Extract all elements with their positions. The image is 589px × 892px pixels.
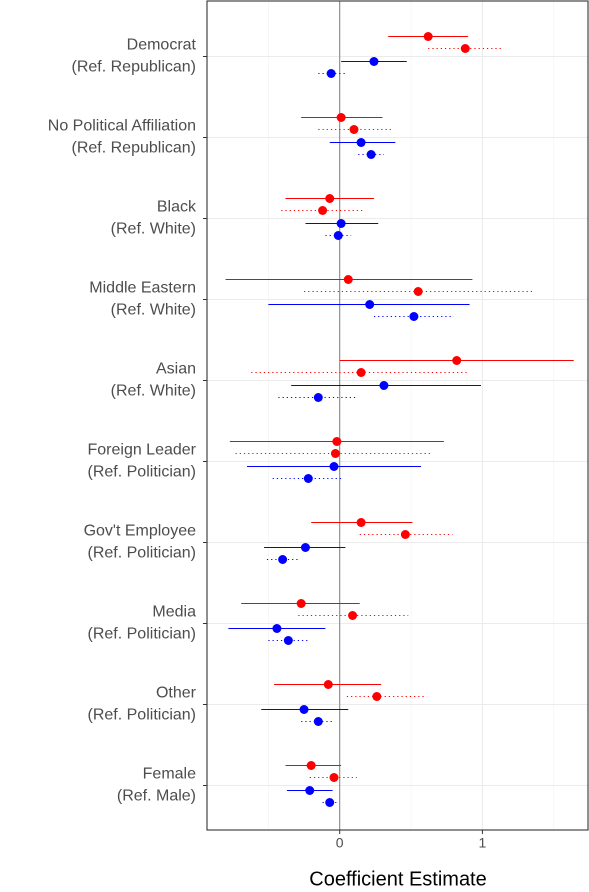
y-tick-label: (Ref. Male) bbox=[117, 788, 196, 805]
point-estimate bbox=[348, 611, 358, 620]
x-axis-title: Coefficient Estimate bbox=[309, 868, 487, 890]
point-estimate bbox=[336, 219, 346, 228]
x-tick-label: 0 bbox=[336, 835, 344, 851]
y-tick-label: Media bbox=[152, 604, 196, 621]
y-tick-label: (Ref. White) bbox=[111, 221, 196, 238]
panel bbox=[207, 1, 588, 830]
point-estimate bbox=[452, 356, 462, 365]
y-tick-label: (Ref. Politician) bbox=[88, 707, 196, 724]
y-tick-label: No Political Affiliation bbox=[48, 118, 196, 135]
point-estimate bbox=[318, 206, 328, 215]
point-estimate bbox=[400, 530, 410, 539]
point-estimate bbox=[332, 437, 342, 446]
point-estimate bbox=[356, 518, 366, 527]
point-estimate bbox=[366, 150, 376, 159]
point-estimate bbox=[336, 113, 346, 122]
point-estimate bbox=[299, 705, 309, 714]
y-tick-label: (Ref. Politician) bbox=[88, 545, 196, 562]
point-estimate bbox=[413, 287, 423, 296]
point-estimate bbox=[333, 231, 343, 240]
point-estimate bbox=[356, 138, 366, 147]
point-estimate bbox=[356, 368, 366, 377]
point-estimate bbox=[305, 786, 315, 795]
x-tick-label: 1 bbox=[479, 835, 487, 851]
y-tick-label: (Ref. Politician) bbox=[88, 464, 196, 481]
y-tick-label: Gov't Employee bbox=[84, 523, 197, 540]
point-estimate bbox=[423, 32, 433, 41]
y-tick-label: (Ref. White) bbox=[111, 302, 196, 319]
y-tick-label: Democrat bbox=[127, 37, 197, 54]
y-tick-label: Female bbox=[143, 766, 196, 783]
point-estimate bbox=[379, 381, 389, 390]
point-estimate bbox=[343, 275, 353, 284]
point-estimate bbox=[349, 125, 359, 134]
y-tick-label: Middle Eastern bbox=[89, 280, 196, 297]
point-estimate bbox=[323, 680, 333, 689]
point-estimate bbox=[409, 312, 419, 321]
y-tick-label: (Ref. Politician) bbox=[88, 626, 196, 643]
panel-border bbox=[206, 0, 589, 831]
point-estimate bbox=[325, 798, 335, 807]
point-estimate bbox=[306, 761, 316, 770]
y-tick-label: (Ref. Republican) bbox=[72, 59, 197, 76]
y-tick-label: Asian bbox=[156, 361, 196, 378]
point-estimate bbox=[325, 194, 335, 203]
point-estimate bbox=[313, 717, 323, 726]
y-tick-label: Black bbox=[157, 199, 197, 216]
point-estimate bbox=[300, 543, 310, 552]
point-estimate bbox=[272, 624, 282, 633]
point-estimate bbox=[326, 69, 336, 78]
point-estimate bbox=[330, 449, 340, 458]
point-estimate bbox=[369, 57, 379, 66]
point-estimate bbox=[283, 636, 293, 645]
y-tick-label: Other bbox=[156, 685, 197, 702]
y-tick-label: Foreign Leader bbox=[87, 442, 196, 459]
point-estimate bbox=[329, 462, 339, 471]
point-estimate bbox=[278, 555, 288, 564]
point-estimate bbox=[365, 300, 375, 309]
point-estimate bbox=[372, 692, 382, 701]
y-tick-label: (Ref. White) bbox=[111, 383, 196, 400]
point-estimate bbox=[329, 773, 339, 782]
point-estimate bbox=[460, 44, 470, 53]
point-estimate bbox=[296, 599, 306, 608]
point-estimate bbox=[303, 474, 313, 483]
point-estimate bbox=[313, 393, 323, 402]
y-tick-label: (Ref. Republican) bbox=[72, 140, 197, 157]
